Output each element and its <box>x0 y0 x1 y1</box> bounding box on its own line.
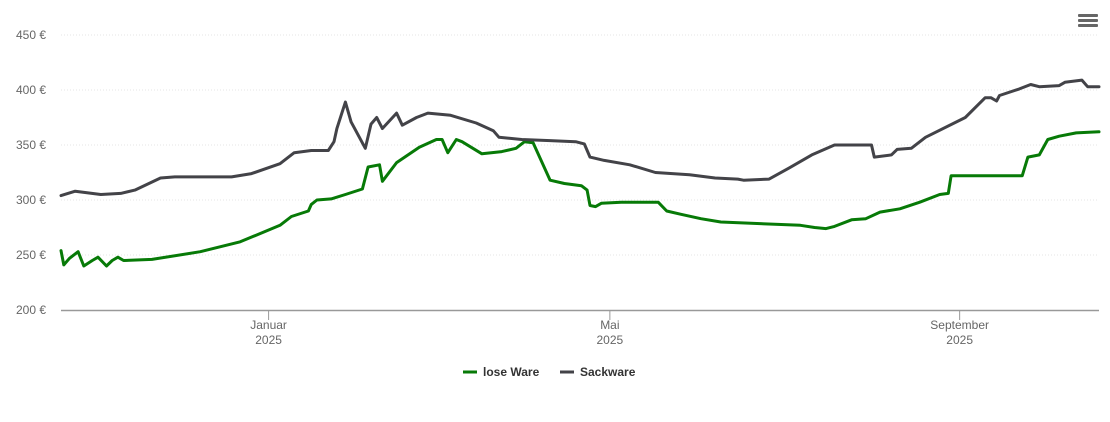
series-lines <box>59 78 1101 268</box>
y-tick-label: 300 € <box>16 193 46 207</box>
legend-label-sackware: Sackware <box>580 365 636 379</box>
x-tick-label-year: 2025 <box>255 333 282 347</box>
chart-menu-hamburger-icon[interactable] <box>1078 12 1098 30</box>
series-line-lose-ware[interactable] <box>59 130 1101 268</box>
x-tick-label-month: Januar <box>250 318 287 332</box>
y-axis-labels: 200 € 250 € 300 € 350 € 400 € 450 € <box>16 28 46 317</box>
x-tick-label-year: 2025 <box>597 333 624 347</box>
x-tick-label-month: Mai <box>600 318 619 332</box>
x-tick-label-month: September <box>930 318 989 332</box>
legend-item-sackware[interactable]: Sackware <box>560 365 636 379</box>
y-tick-label: 450 € <box>16 28 46 42</box>
y-tick-label: 200 € <box>16 303 46 317</box>
y-tick-label: 250 € <box>16 248 46 262</box>
y-tick-label: 400 € <box>16 83 46 97</box>
series-line-sackware[interactable] <box>59 78 1101 198</box>
y-tick-label: 350 € <box>16 138 46 152</box>
legend: lose Ware Sackware <box>463 365 636 379</box>
legend-label-lose-ware: lose Ware <box>483 365 540 379</box>
legend-item-lose-ware[interactable]: lose Ware <box>463 365 540 379</box>
x-tick-label-year: 2025 <box>946 333 973 347</box>
grid-lines <box>61 34 1099 256</box>
